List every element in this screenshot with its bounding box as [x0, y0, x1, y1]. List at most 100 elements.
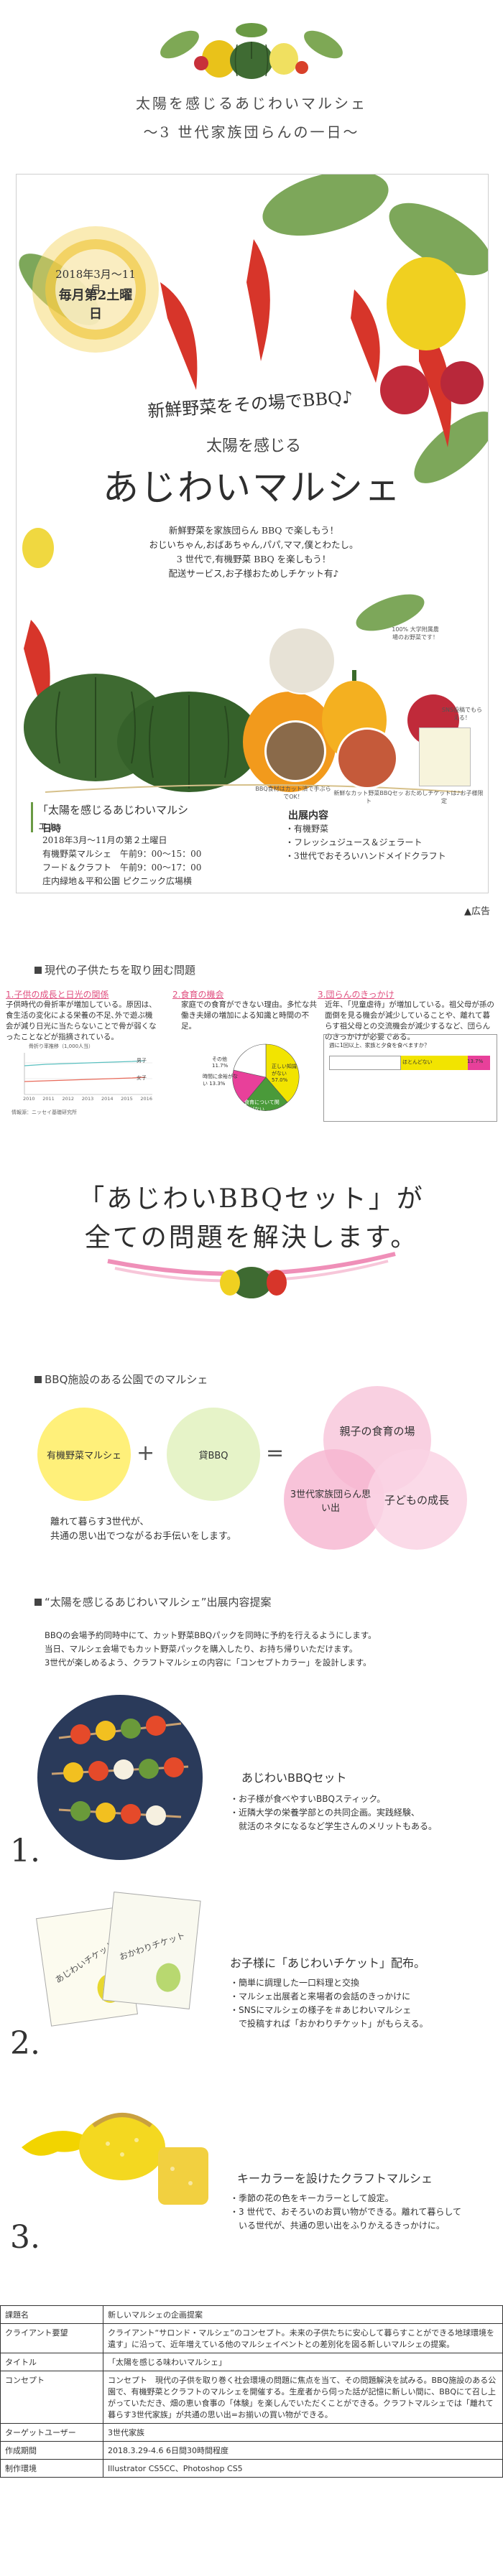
problem-3-heading: 3.団らんのきっかけ	[318, 990, 394, 1000]
result-family-memories: 3世代家族団らん思い出	[290, 1489, 372, 1514]
banner-line-1: 「あじわいBBQセット」が	[78, 1184, 425, 1214]
table-value: Illustrator CS5CC、Photoshop CS5	[103, 2459, 503, 2478]
table-key: 作成期間	[0, 2441, 103, 2460]
page-title: 太陽を感じるあじわいマルシェ	[136, 95, 367, 112]
vegetable-skewer-photo	[336, 727, 398, 789]
square-bullet-icon	[34, 1376, 42, 1383]
bubble-caption-2: 新鮮なカット野菜BBQセット	[333, 790, 404, 804]
table-row: 課題名 新しいマルシェの企画提案	[0, 2305, 503, 2324]
legend-female: 女子	[137, 1075, 147, 1081]
body-line: ・簡単に調理した一口料理と交換	[230, 1978, 360, 1988]
year-tick: 2015	[121, 1096, 133, 1102]
table-value: 「太陽を感じる味わいマルシェ」	[103, 2353, 503, 2371]
section-title-text: BBQ施設のある公園でのマルシェ	[45, 1373, 208, 1386]
section2-note: 離れて暮らす3世代が、 共通の思い出でつながるお手伝いをします。	[50, 1515, 236, 1544]
body-line: ・SNSにマルシェの様子を＃あじわいマルシェ	[230, 2005, 412, 2015]
series-female-line	[24, 1077, 146, 1082]
problem-1-chart-title: 骨折り率推移（1,000人当）	[29, 1043, 94, 1049]
section-title-text: 現代の子供たちを取り囲む問題	[45, 964, 196, 977]
radish-icon	[194, 56, 208, 70]
lemon-icon	[269, 43, 298, 75]
year-tick: 2016	[140, 1096, 152, 1102]
pumpkin-icon	[231, 1267, 272, 1298]
table-value: コンセプト 現代の子供を取り巻く社会環境の問題に焦点を当て、その問題解決を試みる…	[103, 2371, 503, 2424]
year-axis-labels: 2010 2011 2012 2013 2014 2015 2016	[23, 1096, 152, 1102]
ticket-photo	[419, 727, 471, 786]
body-line: ・近隣大学の栄養学部との共同企画。実践経験、	[230, 1808, 420, 1818]
poster-catch-sub: 太陽を感じる	[206, 437, 301, 455]
bar-segment-rarely	[467, 1056, 490, 1070]
problem-3-text: 近年、「児童虐待」が増加している。祖父母が孫の面倒を見る機会が減少していることや…	[325, 1000, 494, 1041]
table-row: ターゲットユーザー 3世代家族	[0, 2423, 503, 2442]
mitten-icon	[158, 2147, 208, 2205]
square-bullet-icon	[34, 1599, 42, 1606]
pie-label-knowledge: 正しい知識がない 57.0%	[272, 1064, 297, 1083]
body-line: ・3 世代で、おそろいのお買い物ができる。離れて暮らして	[230, 2207, 462, 2217]
intro-line: 当日、マルシェ会場でもカット野菜パックを購入したり、お持ち帰りいただけます。	[45, 1644, 358, 1654]
dinner-chart-title: 週に1回以上、家族と夕食を食べますか？	[329, 1042, 430, 1048]
intro-line: BBQの会場予約同時中にて、カット野菜BBQパックを同時に予約を行えるようにしま…	[45, 1630, 377, 1640]
table-key: 課題名	[0, 2305, 103, 2324]
headband-icon	[22, 2131, 93, 2156]
poster-date-line1: 2018年3月～11月	[55, 268, 136, 296]
pie-label-interest: 食育について関心がない 15.4%	[244, 1099, 280, 1119]
equals-sign: =	[266, 1441, 285, 1466]
okawari-ticket-card: おかわりチケット	[102, 1892, 201, 2009]
fracture-line-chart	[24, 1053, 152, 1095]
ad-label: ▲広告	[464, 906, 490, 917]
table-row: クライアント要望 クライアント“サロンド・マルシェ”のコンセプト。未来の子供たちに…	[0, 2323, 503, 2353]
item-2-body: ・簡単に調理した一口料理と交換 ・マルシェ出展者と来場者の会話のきっかけに ・S…	[230, 1976, 496, 2031]
radish-icon	[380, 366, 429, 414]
table-row: タイトル 「太陽を感じる味わいマルシェ」	[0, 2353, 503, 2371]
poster: 2018年3月～11月 毎月第2土曜日 新鮮野菜をその場でBBQ♪ 太陽を感じる…	[16, 174, 489, 893]
year-tick: 2010	[23, 1096, 35, 1102]
pie-slice	[232, 1069, 267, 1104]
ticket-label: おかわりチケット	[118, 1930, 187, 1963]
table-value: クライアント“サロンド・マルシェ”のコンセプト。未来の子供たちに安心して暮らすこ…	[103, 2323, 503, 2353]
dinner-chart-frame	[323, 1034, 497, 1122]
section-title-proposal: “太陽を感じるあじわいマルシェ”出展内容提案	[34, 1594, 272, 1609]
yellow-craft-items	[22, 2113, 208, 2205]
pie-slice	[233, 1043, 267, 1078]
table-value: 3世代家族	[103, 2423, 503, 2442]
year-tick: 2014	[101, 1096, 114, 1102]
section-title-problems: 現代の子供たちを取り囲む問題	[34, 962, 195, 977]
vegetable-icon	[154, 1961, 183, 1994]
banner-line-2: 全ての問題を解決します。	[84, 1223, 419, 1252]
result-child-growth: 子どもの成長	[384, 1494, 449, 1507]
poster-info-title: 「太陽を感じるあじわいマルシェ」	[31, 802, 195, 832]
project-info-table: 課題名 新しいマルシェの企画提案 クライアント要望 クライアント“サロンド・マルシェ…	[0, 2305, 503, 2478]
schedule-line: フード＆クラフト 午前9：00～17：00	[42, 862, 202, 873]
bbq-photo	[264, 720, 326, 782]
problem-2-heading: 2.食育の機会	[172, 990, 224, 1000]
body-line: ・マルシェ出展者と来場者の会話のきっかけに	[230, 1991, 411, 2001]
vegetable-illustration	[160, 23, 343, 79]
table-row: 作成期間 2018.3.29-4.6 6日間30時間程度	[0, 2441, 503, 2460]
bubble-caption-1: BBQ食材はカット済で手ぶらでOK！	[255, 786, 331, 800]
circle-rental-bbq: 貸BBQ	[167, 1408, 260, 1501]
intro-line: 新鮮野菜を家族団らん BBQ で楽しもう！	[168, 525, 339, 536]
exhibit-line: ・有機野菜	[285, 824, 329, 834]
pepper-icon	[202, 40, 236, 78]
schedule-line: 有機野菜マルシェ 午前9：00～15：00	[42, 849, 202, 859]
bar-label-rarely: ほとんどない	[402, 1059, 433, 1065]
marche-photo	[268, 627, 336, 694]
coin-purse-icon	[79, 2114, 165, 2180]
intro-line: 3世代が楽しめるよう、クラフトマルシェの内容に「コンセプトカラー」を設計します。	[45, 1657, 372, 1668]
intro-line: 3 世代で,有機野菜 BBQ を楽しもう！	[176, 554, 331, 564]
pumpkin-icon	[230, 42, 273, 79]
section-title-park: BBQ施設のある公園でのマルシェ	[34, 1372, 208, 1387]
year-tick: 2011	[42, 1096, 55, 1102]
bar-segment-everyday	[329, 1056, 401, 1070]
note-line: 共通の思い出でつながるお手伝いをします。	[50, 1531, 236, 1542]
pie-slice	[265, 1043, 300, 1103]
series-male-line	[24, 1060, 146, 1066]
table-key: 制作環境	[0, 2459, 103, 2478]
dinner-stacked-bar	[329, 1056, 490, 1070]
note-line: 離れて暮らす3世代が、	[50, 1517, 149, 1528]
proposal-intro: BBQの会場予約同時中にて、カット野菜BBQパックを同時に予約を行えるようにしま…	[45, 1629, 490, 1670]
table-row: 制作環境 Illustrator CS5CC、Photoshop CS5	[0, 2459, 503, 2478]
exhibit-list: ・有機野菜 ・フレッシュジュース＆ジェラート ・3世代でおそろいハンドメイドクラ…	[285, 822, 446, 863]
bar-value-rarely: 13.7%	[467, 1059, 484, 1064]
